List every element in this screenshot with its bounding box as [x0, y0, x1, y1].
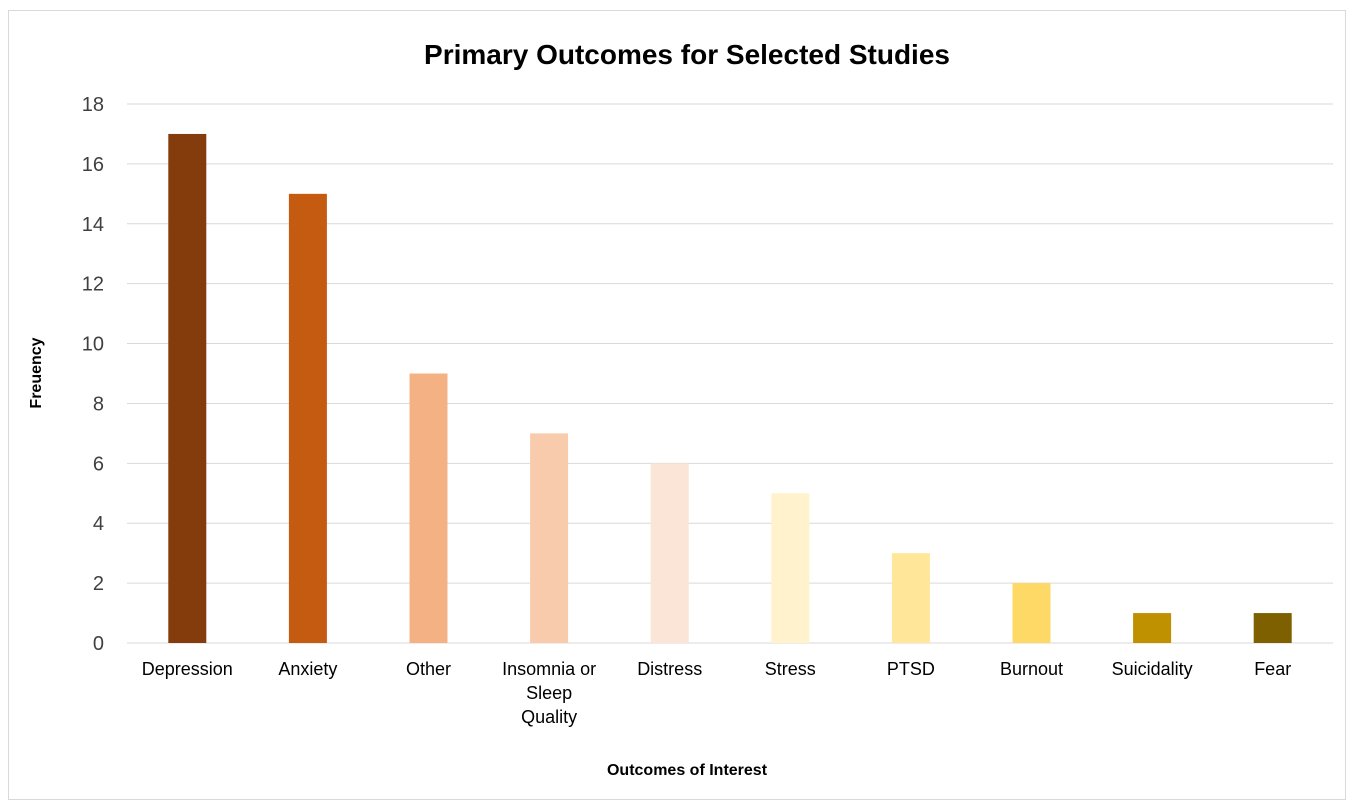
bar-insomnia-or-sleep-quality [530, 433, 569, 643]
bar-suicidality [1133, 613, 1172, 643]
bar-distress [650, 463, 689, 643]
x-axis-title: Outcomes of Interest [607, 762, 768, 779]
x-category-label: Distress [637, 659, 702, 679]
y-tick-label: 10 [82, 334, 104, 356]
bar-burnout [1012, 583, 1051, 643]
bar-depression [168, 133, 207, 643]
y-tick-label: 16 [82, 154, 104, 176]
y-tick-label: 18 [82, 94, 104, 116]
chart-frame [8, 10, 1346, 800]
y-tick-label: 8 [93, 393, 104, 415]
bar-anxiety [288, 193, 327, 644]
y-axis-ticks: 0 2 4 6 8 10 12 14 16 18 [82, 94, 104, 655]
bars [168, 133, 1292, 644]
x-category-label: Other [406, 659, 451, 679]
x-category-label: Burnout [1000, 659, 1063, 679]
y-tick-label: 0 [93, 633, 104, 655]
x-category-label: PTSD [887, 659, 935, 679]
bar-fear [1253, 613, 1292, 643]
x-category-label: Stress [765, 659, 816, 679]
chart-title: Primary Outcomes for Selected Studies [424, 39, 950, 70]
x-axis-categories: Depression Anxiety Other Insomnia or Sleep Qu… [142, 659, 1291, 727]
gridlines [127, 103, 1333, 644]
y-tick-label: 6 [93, 453, 104, 475]
x-category-label: Fear [1254, 659, 1291, 679]
y-axis-title: Freuency [28, 337, 45, 408]
x-category-label: Anxiety [278, 659, 337, 679]
x-category-label: Insomnia or Sleep Quality [502, 659, 596, 727]
y-tick-label: 12 [82, 274, 104, 296]
x-category-label: Depression [142, 659, 233, 679]
y-tick-label: 4 [93, 513, 104, 535]
bar-ptsd [891, 553, 930, 643]
y-tick-label: 14 [82, 214, 104, 236]
y-tick-label: 2 [93, 573, 104, 595]
bar-other [409, 373, 448, 643]
bar-stress [771, 493, 810, 643]
x-category-label: Suicidality [1112, 659, 1193, 679]
